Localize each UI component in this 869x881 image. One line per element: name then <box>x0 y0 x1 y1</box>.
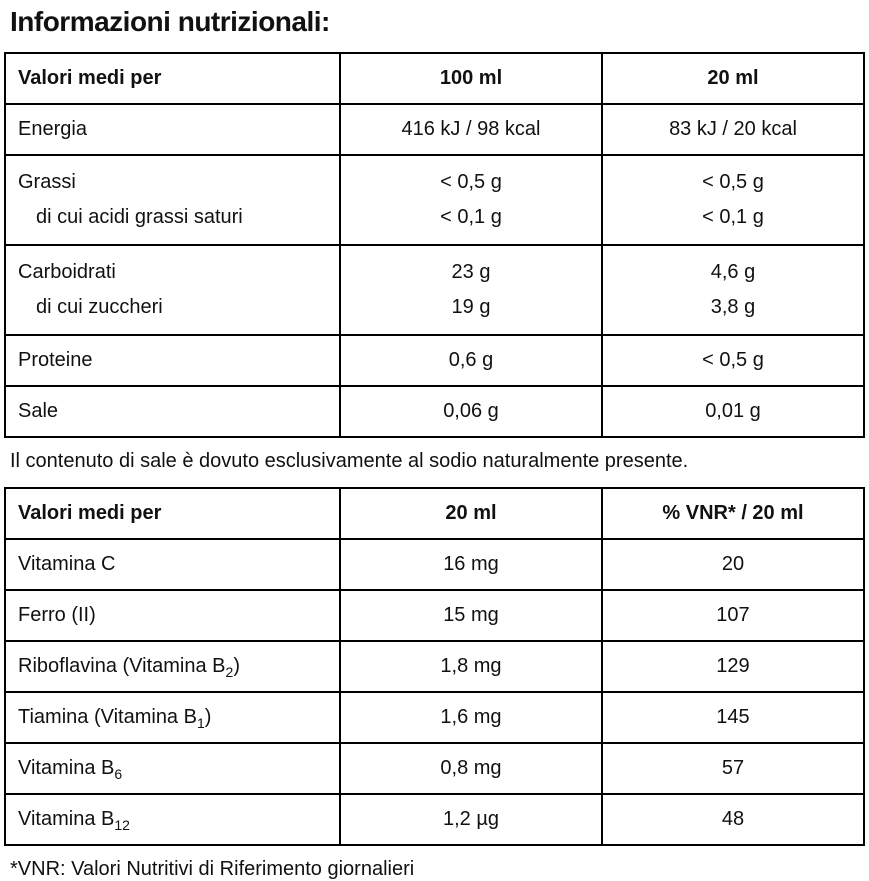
header-20ml: 20 ml <box>339 488 602 539</box>
row-value-vnr: 57 <box>600 742 864 794</box>
row-value-20ml: 0,8 mg <box>339 742 602 794</box>
row-label-suffix: ) <box>204 706 212 728</box>
row-value-20ml: < 0,1 g <box>600 200 864 245</box>
table-row-vitamina-b12: Vitamina B12 1,2 µg 48 <box>5 793 864 845</box>
row-value-100ml: 23 g <box>339 244 602 290</box>
row-label: Grassi <box>5 154 340 200</box>
page-title: Informazioni nutrizionali: <box>10 6 330 37</box>
row-value-vnr: 20 <box>600 538 864 590</box>
row-value-20ml: 1,2 µg <box>339 793 602 845</box>
nutrition-table-vitamins: Valori medi per 20 ml % VNR* / 20 ml Vit… <box>4 487 865 846</box>
table-header-row: Valori medi per 20 ml % VNR* / 20 ml <box>5 488 864 539</box>
row-label-text: Ferro (II) <box>18 604 96 626</box>
table-row-zuccheri: di cui zuccheri 19 g 3,8 g <box>5 290 864 335</box>
table-row-riboflavina: Riboflavina (Vitamina B2) 1,8 mg 129 <box>5 640 864 692</box>
row-value-100ml: 0,06 g <box>339 385 602 437</box>
row-value-20ml: 1,8 mg <box>339 640 602 692</box>
vnr-footnote: *VNR: Valori Nutritivi di Riferimento gi… <box>10 858 415 880</box>
table-row-carboidrati: Carboidrati 23 g 4,6 g <box>5 244 864 290</box>
row-sublabel: di cui zuccheri <box>36 296 163 318</box>
row-label: Carboidrati <box>5 244 340 290</box>
row-label: Riboflavina (Vitamina B2) <box>5 640 340 692</box>
table-row-ferro: Ferro (II) 15 mg 107 <box>5 589 864 641</box>
row-value-vnr: 129 <box>600 640 864 692</box>
nutrition-table-main: Valori medi per 100 ml 20 ml Energia 416… <box>4 52 865 438</box>
row-label-text: Vitamina C <box>18 553 116 575</box>
row-label: Energia <box>5 103 340 155</box>
header-valori-medi-per: Valori medi per <box>18 502 162 524</box>
header-20ml: 20 ml <box>600 53 864 104</box>
row-value-20ml: 15 mg <box>339 589 602 641</box>
salt-note: Il contenuto di sale è dovuto esclusivam… <box>10 450 689 472</box>
row-value-20ml: 83 kJ / 20 kcal <box>600 103 864 155</box>
table-row-vitamina-b6: Vitamina B6 0,8 mg 57 <box>5 742 864 794</box>
header-100ml: 100 ml <box>339 53 602 104</box>
row-value-100ml: 19 g <box>339 290 602 335</box>
row-label-subscript: 6 <box>114 766 123 782</box>
row-label-subscript: 1 <box>196 715 205 731</box>
row-label: Sale <box>5 385 340 437</box>
table-row-grassi-saturi: di cui acidi grassi saturi < 0,1 g < 0,1… <box>5 200 864 245</box>
header-valori-medi-per: Valori medi per <box>18 67 162 89</box>
row-value-20ml: 4,6 g <box>600 244 864 290</box>
row-value-20ml: 16 mg <box>339 538 602 590</box>
row-sublabel: di cui acidi grassi saturi <box>36 206 243 228</box>
row-value-20ml: < 0,5 g <box>600 334 864 386</box>
row-label: Vitamina B6 <box>5 742 340 794</box>
table-row-sale: Sale 0,06 g 0,01 g <box>5 385 864 437</box>
row-value-20ml: < 0,5 g <box>600 154 864 200</box>
row-value-100ml: < 0,5 g <box>339 154 602 200</box>
row-label: Ferro (II) <box>5 589 340 641</box>
row-label-text: Tiamina (Vitamina B <box>18 706 197 728</box>
row-value-100ml: 416 kJ / 98 kcal <box>339 103 602 155</box>
row-value-vnr: 107 <box>600 589 864 641</box>
row-value-100ml: 0,6 g <box>339 334 602 386</box>
row-value-100ml: < 0,1 g <box>339 200 602 245</box>
row-label-text: Vitamina B <box>18 808 115 830</box>
row-value-20ml: 1,6 mg <box>339 691 602 743</box>
table-row-proteine: Proteine 0,6 g < 0,5 g <box>5 334 864 386</box>
row-label: Proteine <box>5 334 340 386</box>
row-label-suffix: ) <box>233 655 240 677</box>
table-row-tiamina: Tiamina (Vitamina B1) 1,6 mg 145 <box>5 691 864 743</box>
row-value-20ml: 3,8 g <box>600 290 864 335</box>
header-vnr: % VNR* / 20 ml <box>600 488 864 539</box>
row-label-subscript: 12 <box>114 817 130 833</box>
row-label-subscript: 2 <box>225 664 234 680</box>
row-value-vnr: 145 <box>600 691 864 743</box>
row-value-vnr: 48 <box>600 793 864 845</box>
row-label-text: Riboflavina (Vitamina B <box>18 655 226 677</box>
row-label: Tiamina (Vitamina B1) <box>5 691 340 743</box>
table-row-energia: Energia 416 kJ / 98 kcal 83 kJ / 20 kcal <box>5 103 864 155</box>
table-row-vitamina-c: Vitamina C 16 mg 20 <box>5 538 864 590</box>
table-row-grassi: Grassi < 0,5 g < 0,5 g <box>5 154 864 200</box>
row-label-text: Vitamina B <box>18 757 115 779</box>
row-label: Vitamina C <box>5 538 340 590</box>
row-value-20ml: 0,01 g <box>600 385 864 437</box>
table-header-row: Valori medi per 100 ml 20 ml <box>5 53 864 104</box>
row-label: Vitamina B12 <box>5 793 340 845</box>
